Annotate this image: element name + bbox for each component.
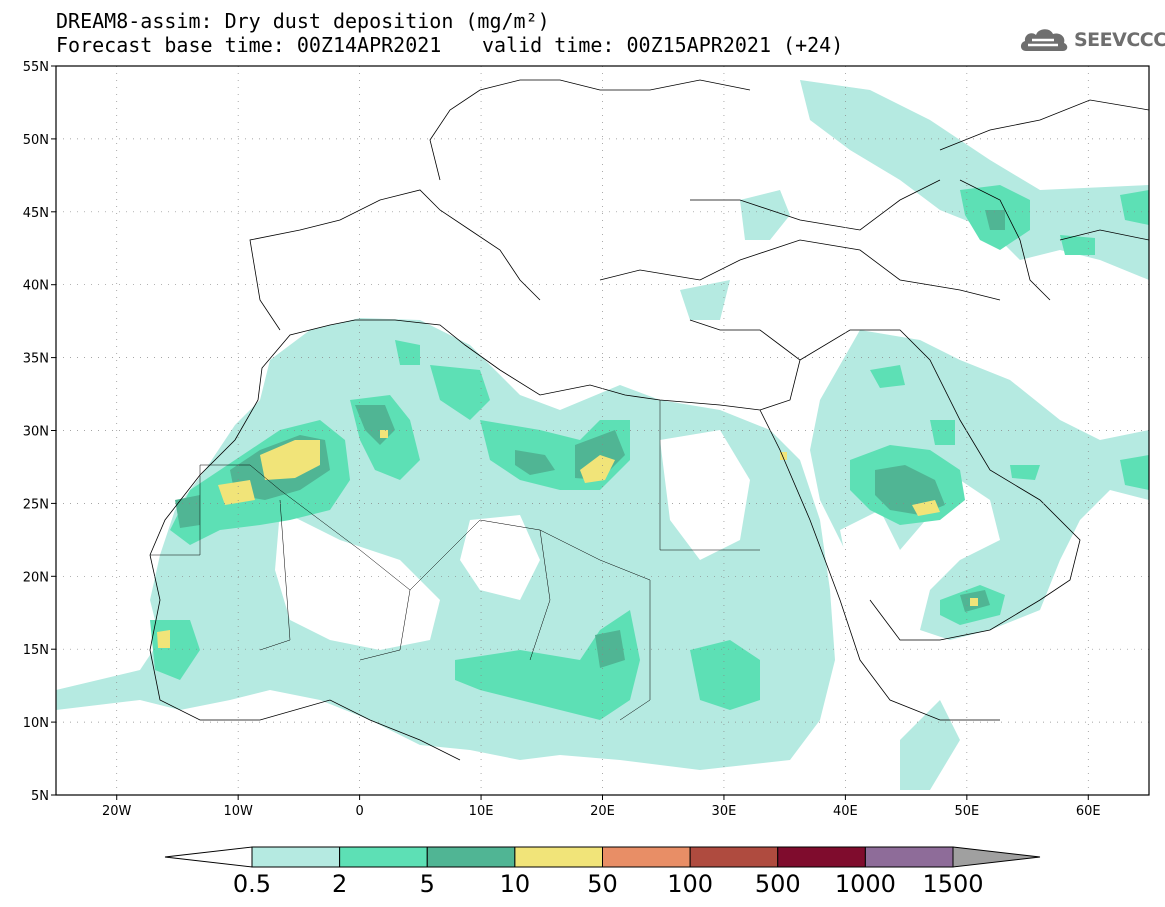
- coastlines: [149, 79, 1149, 761]
- lat-label: 55N: [23, 60, 49, 75]
- legend-label: 0.5: [233, 870, 271, 898]
- legend-label: 50: [587, 870, 618, 898]
- legend-swatch-above: [952, 846, 1041, 868]
- legend-swatch: [689, 846, 779, 868]
- lon-label: 0: [355, 804, 363, 819]
- lon-label: 20E: [590, 804, 615, 819]
- longitude-labels: 20W 10W 0 10E 20E 30E 40E 50E 60E: [102, 795, 1101, 819]
- lon-label: 50E: [954, 804, 979, 819]
- lat-label: 50N: [23, 133, 49, 148]
- legend-colorbar: 0.5 2 5 10 50 100 500 1000 1500: [164, 846, 1041, 898]
- lon-label: 10E: [469, 804, 494, 819]
- lon-label: 40E: [833, 804, 858, 819]
- legend-label: 10: [500, 870, 531, 898]
- legend-swatch: [602, 846, 691, 868]
- legend-swatch: [514, 846, 603, 868]
- lat-label: 25N: [23, 497, 49, 512]
- deposition-level-10: [157, 430, 978, 648]
- legend-swatch: [777, 846, 866, 868]
- legend-swatch: [864, 846, 954, 868]
- legend-label: 2: [332, 870, 347, 898]
- legend-label: 500: [755, 870, 801, 898]
- lon-label: 60E: [1076, 804, 1101, 819]
- deposition-level-0-5: [56, 80, 1149, 790]
- lat-label: 30N: [23, 425, 49, 440]
- lon-label: 20W: [102, 804, 132, 819]
- lat-label: 35N: [23, 352, 49, 367]
- legend-label: 1500: [922, 870, 983, 898]
- map-grid: [56, 66, 1149, 795]
- deposition-holes: [275, 430, 900, 650]
- latitude-labels: 55N 50N 45N 40N 35N 30N 25N 20N 15N 10N 5N: [23, 60, 56, 804]
- lat-label: 20N: [23, 570, 49, 585]
- map-title: DREAM8-assim: Dry dust deposition (mg/m²…: [56, 9, 550, 33]
- logo-text: SEEVCCC: [1074, 29, 1165, 51]
- lat-label: 15N: [23, 643, 49, 658]
- lon-label: 10W: [223, 804, 253, 819]
- legend-label: 5: [420, 870, 435, 898]
- cloud-icon: [1020, 29, 1068, 51]
- country-borders: [150, 400, 760, 721]
- legend-label: 100: [667, 870, 713, 898]
- legend-swatch: [426, 846, 516, 868]
- lat-label: 10N: [23, 716, 49, 731]
- deposition-field: [56, 79, 1149, 790]
- legend-swatch-below: [164, 846, 253, 868]
- legend-swatch: [339, 846, 428, 868]
- lat-label: 45N: [23, 206, 49, 221]
- forecast-base-time: Forecast base time: 00Z14APR2021: [56, 33, 442, 57]
- lat-label: 5N: [31, 789, 49, 804]
- seevccc-logo: SEEVCCC: [1018, 24, 1165, 56]
- lat-label: 40N: [23, 279, 49, 294]
- legend-label: 1000: [835, 870, 896, 898]
- legend-swatch: [251, 846, 341, 868]
- valid-time: valid time: 00Z15APR2021 (+24): [482, 33, 844, 57]
- lon-label: 30E: [712, 804, 737, 819]
